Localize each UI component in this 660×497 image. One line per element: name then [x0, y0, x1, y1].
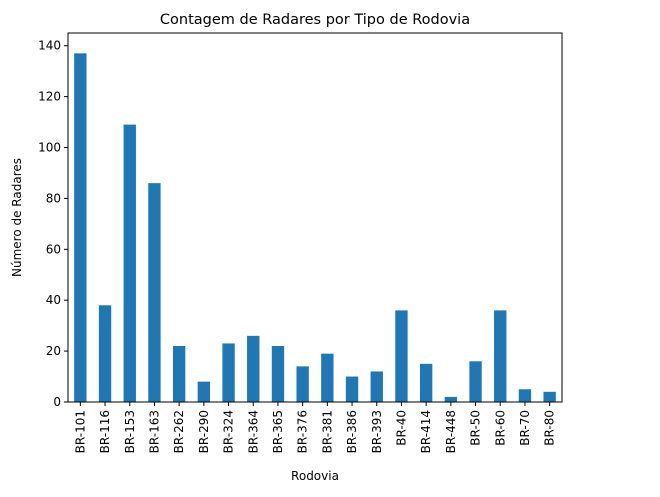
x-tick-label: BR-376	[296, 410, 310, 453]
bar-br-262	[172, 346, 186, 402]
bar-br-153	[123, 124, 136, 402]
x-tick-label: BR-153	[123, 410, 137, 453]
y-tick-label: 120	[38, 90, 61, 104]
x-tick-label: BR-262	[172, 410, 186, 453]
y-tick-label: 60	[46, 242, 61, 256]
bar-br-50	[469, 361, 482, 402]
bar-br-381	[321, 353, 334, 402]
x-tick-label: BR-414	[419, 410, 433, 453]
bar-br-290	[197, 381, 211, 402]
y-tick-label: 80	[46, 191, 61, 205]
bar-br-101	[74, 53, 87, 403]
x-tick-label: BR-60	[493, 410, 507, 446]
bar-br-393	[370, 371, 383, 402]
bar-br-40	[395, 310, 408, 402]
bar-br-324	[222, 343, 235, 402]
x-tick-label: BR-116	[98, 410, 112, 453]
bar-br-116	[98, 305, 112, 402]
x-tick-label: BR-448	[444, 410, 458, 453]
x-tick-label: BR-70	[518, 410, 532, 446]
x-tick-label: BR-364	[246, 410, 260, 453]
bar-br-80	[543, 391, 556, 402]
bar-br-448	[444, 396, 458, 402]
x-tick-label: BR-386	[345, 410, 359, 453]
y-tick-label: 0	[53, 395, 61, 409]
x-tick-label: BR-290	[197, 410, 211, 453]
bar-br-365	[271, 346, 285, 402]
x-tick-label: BR-40	[394, 410, 408, 446]
chart-title: Contagem de Radares por Tipo de Rodovia	[160, 12, 470, 28]
y-axis-label: Número de Radares	[10, 158, 24, 277]
y-tick-label: 140	[38, 39, 61, 53]
bar-br-414	[419, 363, 433, 402]
x-tick-label: BR-324	[222, 410, 236, 453]
bar-br-70	[518, 389, 532, 402]
x-tick-label: BR-393	[370, 410, 384, 453]
x-tick-label: BR-50	[469, 410, 483, 446]
x-tick-label: BR-381	[320, 410, 334, 453]
y-tick-label: 100	[38, 141, 61, 155]
bar-br-60	[494, 310, 507, 402]
bar-br-376	[296, 366, 309, 402]
x-axis: BR-101 BR-116 BR-153 BR-163 BR-262 BR-290 BR-3…	[73, 402, 557, 453]
y-tick-label: 20	[46, 344, 61, 358]
bar-br-386	[345, 376, 359, 402]
x-tick-label: BR-163	[147, 410, 161, 453]
x-axis-label: Rodovia	[291, 469, 339, 483]
plot-frame	[67, 32, 563, 403]
bars-group	[74, 53, 556, 403]
y-tick-label: 40	[46, 293, 61, 307]
bar-br-163	[148, 183, 161, 402]
bar-br-364	[247, 335, 260, 402]
x-tick-label: BR-365	[271, 410, 285, 453]
y-axis: 0 20 40 60 80 100 120 140	[38, 39, 68, 409]
x-tick-label: BR-101	[73, 410, 87, 453]
x-tick-label: BR-80	[543, 410, 557, 446]
